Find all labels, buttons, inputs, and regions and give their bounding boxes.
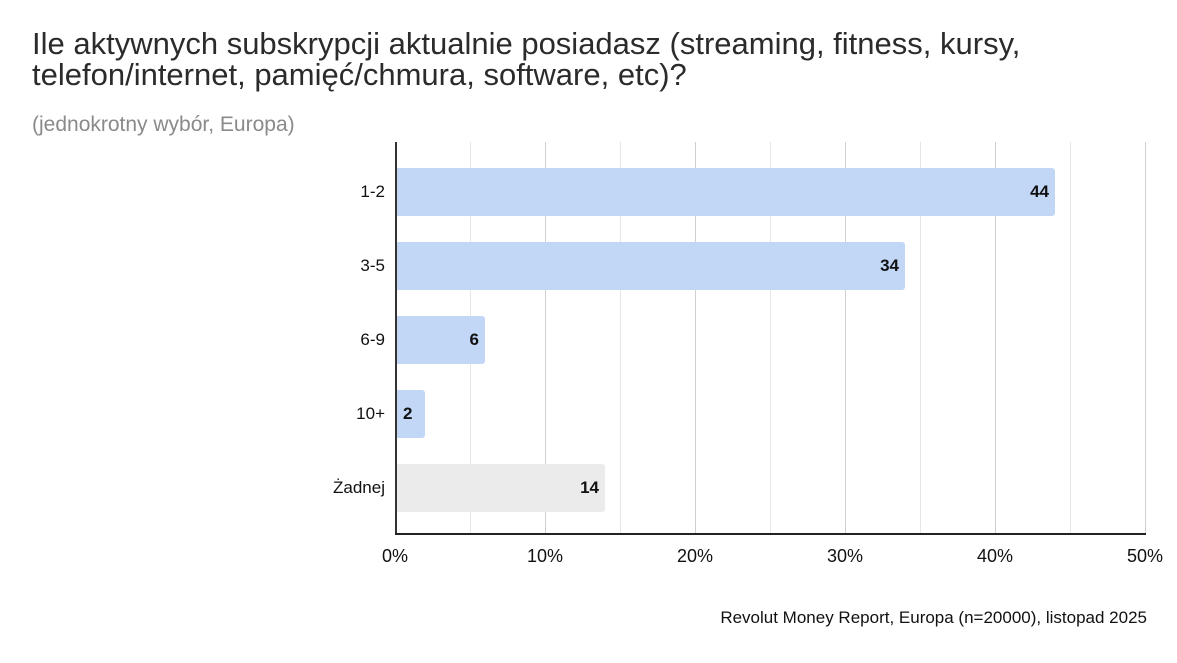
bar-value-label: 2 [403,404,413,423]
bar-3: 2 [397,390,425,438]
category-label: 6-9 [360,330,385,349]
bar-2: 6 [397,316,485,364]
gridline [695,142,696,535]
x-tick-label: 0% [381,546,409,566]
bar-1: 34 [397,242,905,290]
category-label: 3-5 [360,256,385,275]
bar-4: 14 [397,464,605,512]
bar-0: 44 [397,168,1055,216]
gridline [1145,142,1146,535]
x-tick-label: 20% [676,546,714,566]
x-axis-line [395,533,1146,535]
x-tick-label: 50% [1126,546,1164,566]
x-tick-label: 40% [976,546,1014,566]
category-label: Żadnej [333,478,385,497]
plot-area: 44 34 6 2 14 [395,142,1146,535]
gridline [620,142,621,535]
gridline [920,142,921,535]
gridline [770,142,771,535]
gridline [545,142,546,535]
gridline [845,142,846,535]
y-axis-line [395,142,397,535]
bar-value-label: 14 [580,478,599,497]
bar-value-label: 6 [469,330,479,349]
gridline [1070,142,1071,535]
x-tick-label: 30% [826,546,864,566]
chart-title: Ile aktywnych subskrypcji aktualnie posi… [32,26,1021,92]
chart-subtitle: (jednokrotny wybór, Europa) [32,113,295,136]
category-label: 10+ [356,404,385,423]
bar-value-label: 34 [880,256,899,275]
category-label: 1-2 [360,182,385,201]
source-note: Revolut Money Report, Europa (n=20000), … [720,608,1147,627]
bar-value-label: 44 [1030,182,1049,201]
gridline [995,142,996,535]
x-tick-label: 10% [526,546,564,566]
